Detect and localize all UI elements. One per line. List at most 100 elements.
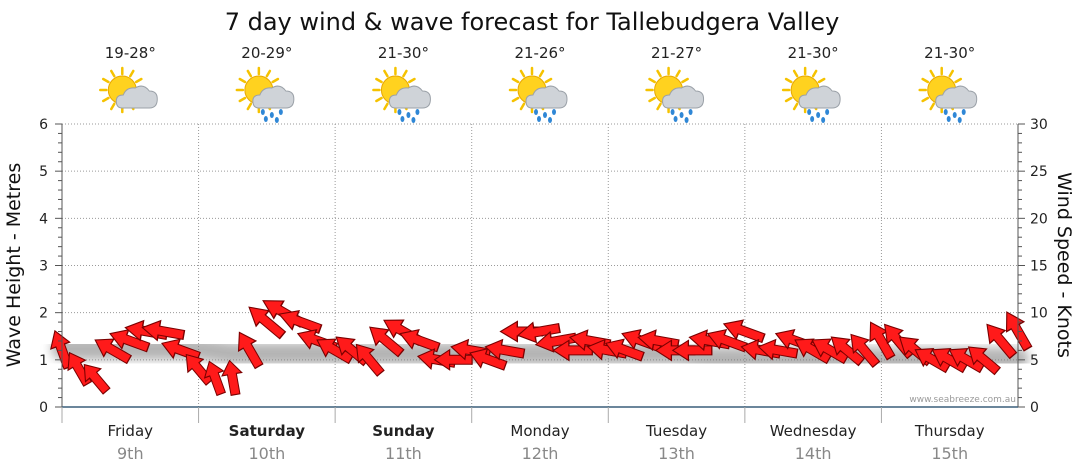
sun-ray	[648, 96, 656, 103]
sun-ray	[929, 102, 935, 111]
rain-drop	[957, 117, 962, 123]
day-name: Friday	[108, 422, 154, 440]
rain-drop	[684, 117, 689, 123]
rain-drop	[821, 117, 826, 123]
sun-ray	[246, 102, 253, 111]
sun-ray	[948, 69, 954, 78]
rain-drop	[274, 117, 279, 123]
rain-drop	[552, 109, 556, 115]
cloud	[252, 85, 295, 109]
sun-ray	[954, 77, 963, 84]
wind-arrow	[671, 339, 713, 362]
sun-ray	[238, 96, 247, 103]
wind-arrow	[221, 359, 243, 396]
y-tick-left: 0	[39, 400, 48, 416]
sun-ray	[511, 96, 520, 103]
wind-arrow	[850, 333, 881, 369]
sun-ray	[784, 96, 793, 103]
cloud	[115, 85, 158, 109]
wind-arrow	[706, 328, 748, 353]
wind-arrows	[50, 300, 1033, 397]
wind-arrow	[986, 323, 1018, 360]
temperature-range: 21-27°	[651, 44, 702, 62]
temperature-range: 21-26°	[514, 44, 565, 62]
y-tick-right: 20	[1030, 211, 1048, 227]
rain-drop	[825, 109, 830, 115]
sun-ray	[519, 102, 526, 111]
y-tick-right: 5	[1030, 353, 1039, 369]
chart-title: 7 day wind & wave forecast for Tallebudg…	[225, 8, 840, 36]
sun-ray	[134, 77, 143, 84]
sun-ray	[383, 69, 389, 78]
temperature-range: 19-28°	[105, 44, 156, 62]
weather-header: 19-28° 20-29° 21-30° 21-26° 21-27° 21-30° 21-3…	[99, 44, 978, 123]
wind-arrow	[237, 331, 264, 370]
rain-drop	[670, 109, 675, 115]
wind-arrow	[399, 328, 441, 353]
wind-arrow	[552, 339, 593, 362]
wind-arrow	[469, 347, 508, 371]
sun-ray	[656, 102, 662, 111]
sun-cloud-icon	[99, 66, 158, 114]
sun-ray	[519, 69, 526, 78]
rain-drop	[816, 112, 821, 118]
sun-ray	[110, 69, 116, 78]
sun-ray	[110, 102, 116, 111]
rain-drop	[943, 109, 948, 115]
y-tick-left: 5	[39, 164, 48, 180]
day-name: Sunday	[372, 422, 435, 440]
rain-drop	[673, 116, 678, 122]
sun-ray	[246, 69, 253, 78]
day-date: 12th	[522, 444, 559, 463]
wind-arrow	[869, 321, 896, 361]
rain-drop	[537, 116, 541, 122]
cloud	[935, 85, 978, 109]
rain-drop	[278, 109, 283, 115]
sun-ray	[238, 77, 247, 84]
rain-drop	[411, 117, 416, 123]
wind-arrow	[757, 338, 799, 361]
rain-drop	[688, 109, 693, 115]
sun-ray	[511, 77, 520, 84]
sun-ray	[271, 77, 280, 84]
y-tick-left: 4	[39, 211, 48, 227]
sun-ray	[101, 77, 110, 84]
wind-arrow	[516, 321, 561, 344]
sun-ray	[784, 77, 793, 84]
sun-cloud-rain-icon	[918, 66, 978, 123]
sun-ray	[656, 69, 662, 78]
rain-drop	[415, 109, 420, 115]
temperature-range: 20-29°	[241, 44, 292, 62]
sun-ray	[792, 69, 799, 78]
cloud	[388, 85, 431, 109]
sun-cloud-rain-icon	[781, 66, 841, 123]
day-date: 11th	[385, 444, 422, 463]
rain-drop	[397, 109, 402, 115]
sun-ray	[538, 69, 545, 78]
rain-drop	[807, 109, 812, 115]
sun-ray	[408, 77, 416, 84]
rain-drop	[946, 116, 951, 122]
wind-arrow	[967, 346, 1001, 376]
day-date: 10th	[248, 444, 285, 463]
day-name: Saturday	[229, 422, 306, 440]
cloud	[662, 85, 705, 109]
sun-ray	[811, 69, 818, 78]
wind-arrow	[94, 338, 133, 365]
temperature-range: 21-30°	[378, 44, 429, 62]
sun-ray	[129, 69, 135, 78]
wind-arrow	[109, 328, 151, 353]
sun-ray	[817, 77, 826, 84]
day-name: Thursday	[914, 422, 985, 440]
sun-cloud-rain-icon	[372, 66, 431, 123]
day-name: Wednesday	[770, 422, 857, 440]
sun-ray	[648, 77, 656, 84]
wind-arrow	[278, 309, 323, 334]
sun-ray	[544, 77, 553, 84]
y-tick-right: 0	[1030, 400, 1039, 416]
sun-ray	[375, 77, 383, 84]
y-axis-right-label: Wind Speed - Knots	[1053, 172, 1075, 358]
sun-cloud-rain-icon	[645, 66, 705, 123]
sun-ray	[383, 102, 389, 111]
